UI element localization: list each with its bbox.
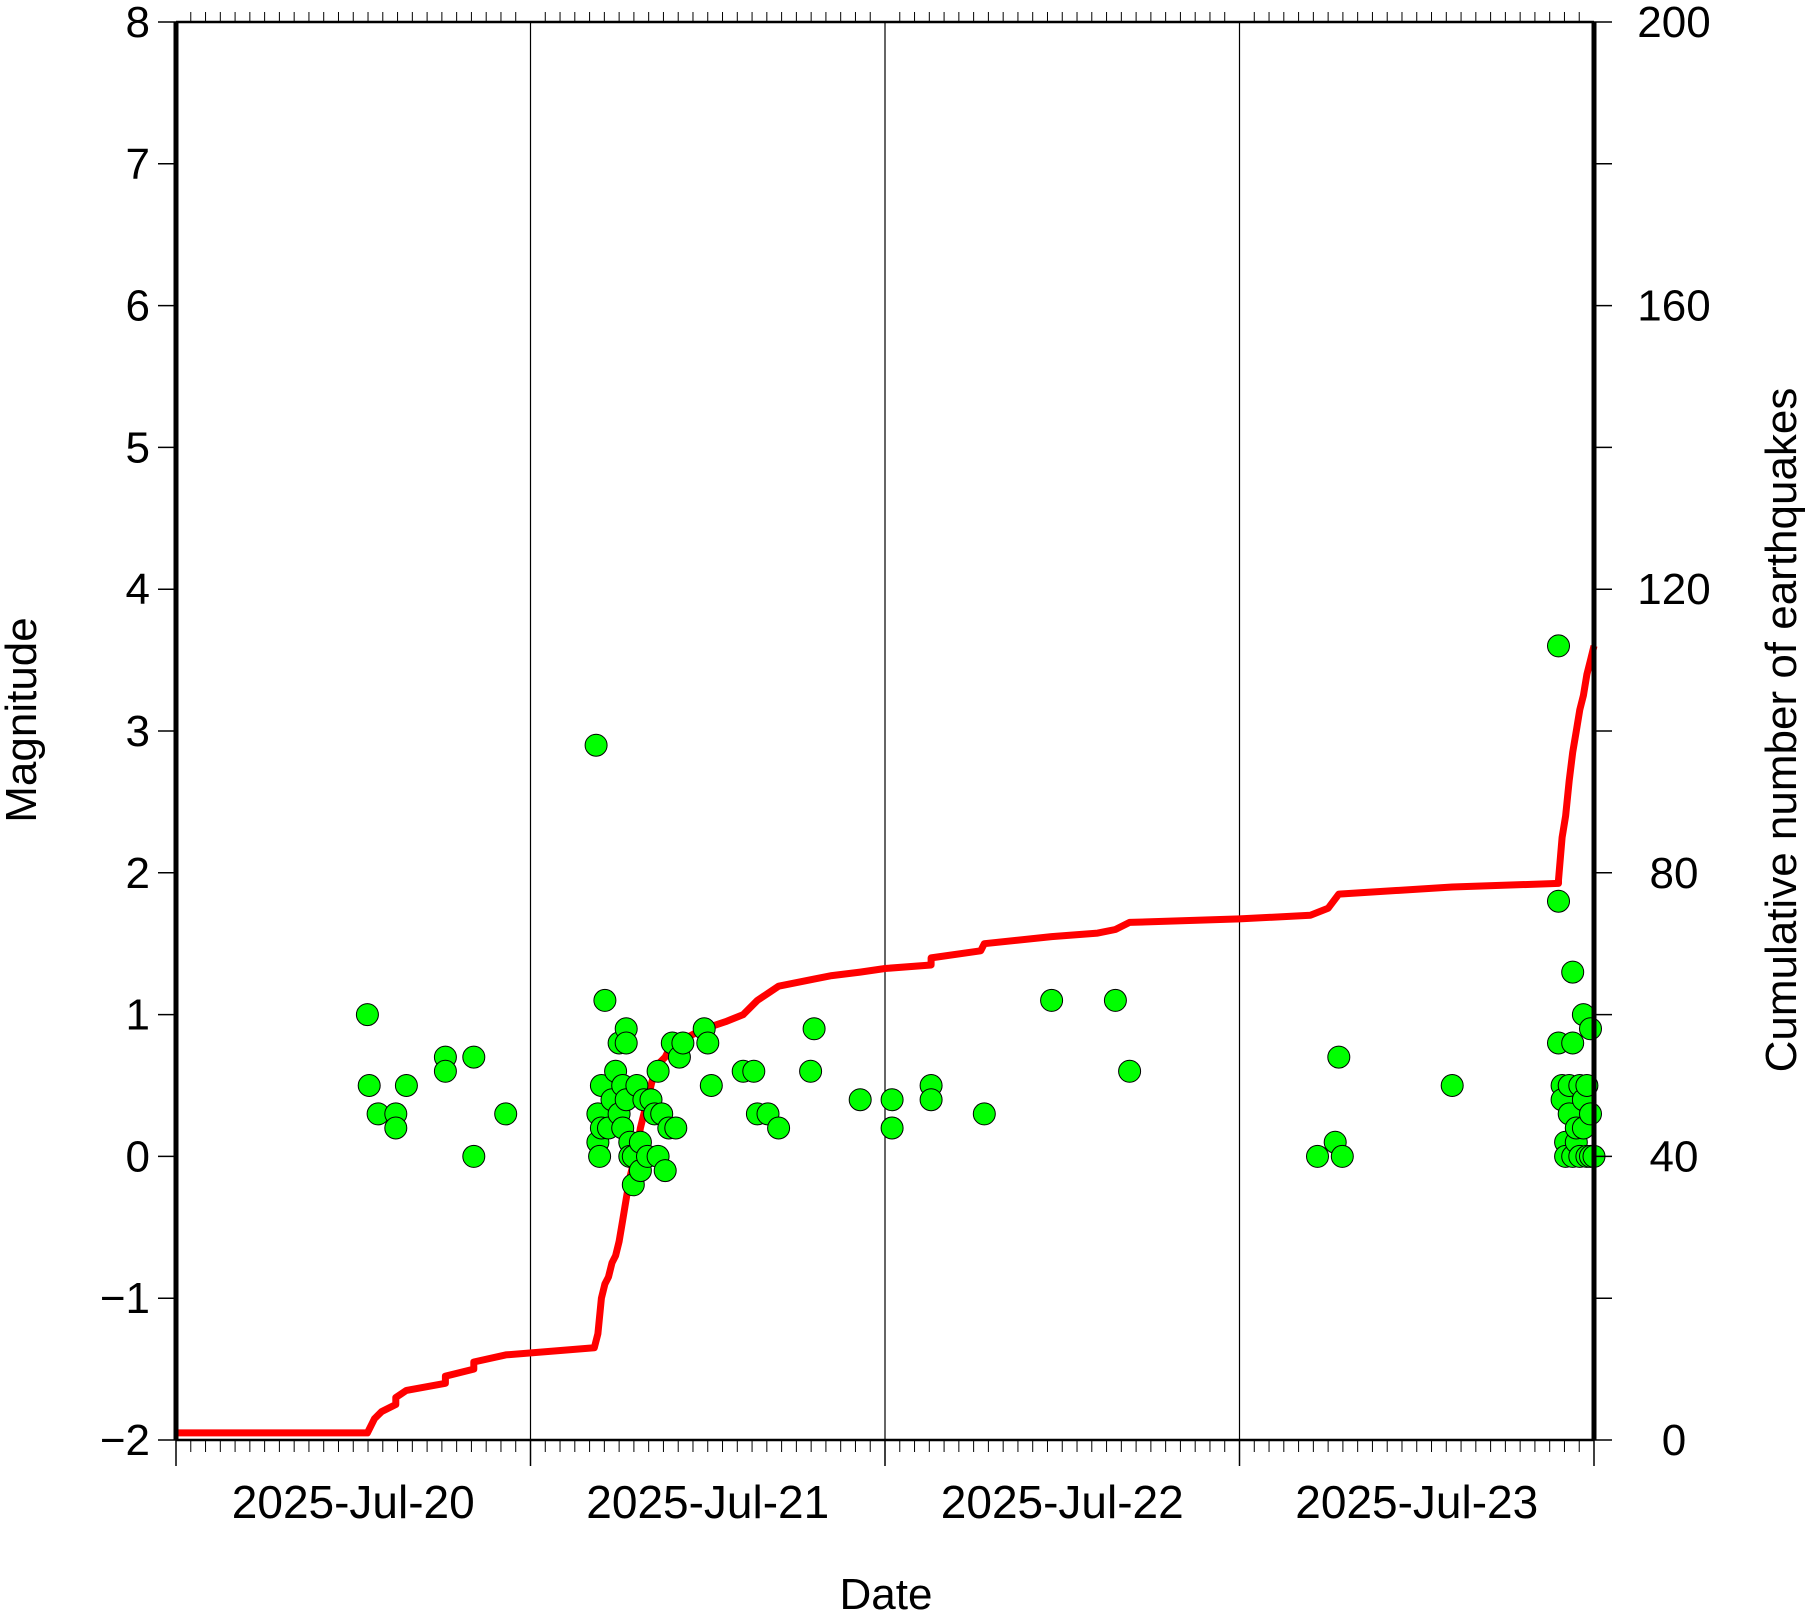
magnitude-point [880,1088,904,1112]
magnitude-point [664,1116,688,1140]
magnitude-point [1547,634,1570,658]
magnitude-point [742,1059,766,1083]
magnitude-point [653,1159,677,1183]
y-tick-label: 3 [126,707,150,756]
magnitude-point [671,1031,695,1055]
y2-tick-label: 40 [1650,1132,1699,1181]
magnitude-point [1561,1031,1585,1055]
right-axis: 0 40 80 120 160 200 [1594,0,1711,1465]
magnitude-point [1040,988,1064,1012]
magnitude-point [767,1116,791,1140]
magnitude-point [646,1059,670,1083]
magnitude-point [384,1116,408,1140]
magnitude-point [1118,1059,1142,1083]
magnitude-point [972,1102,996,1126]
y2-tick-label: 0 [1662,1416,1686,1465]
magnitude-point [1579,1102,1602,1126]
top-axis [190,12,1580,22]
magnitude-point [588,1144,612,1168]
magnitude-point [394,1074,418,1097]
magnitude-point [584,733,608,757]
y-tick-label: 1 [126,991,150,1040]
magnitude-point [433,1059,457,1083]
magnitude-point [1103,988,1127,1012]
magnitude-points-layer [355,634,1606,1197]
grid-lines [529,22,1241,1440]
y-tick-label: 2 [126,849,150,898]
magnitude-point [1561,960,1585,984]
y-tick-label: 4 [126,565,150,614]
magnitude-point [1547,889,1570,913]
y-tick-label: 0 [126,1132,150,1181]
magnitude-point [462,1144,486,1168]
y-tick-label: −1 [100,1274,150,1323]
y2-tick-label: 160 [1637,282,1710,331]
magnitude-point [593,988,617,1012]
x-tick-label: 2025-Jul-21 [586,1476,829,1528]
left-axis: −2 −1 0 1 2 3 4 5 6 7 8 [100,0,176,1465]
magnitude-point [1306,1144,1329,1168]
y2-tick-label: 80 [1650,849,1699,898]
magnitude-point [880,1116,904,1140]
bottom-axis: 2025-Jul-20 2025-Jul-21 2025-Jul-22 2025-Ju… [175,1440,1595,1528]
magnitude-point [614,1031,638,1055]
x-tick-label: 2025-Jul-22 [941,1476,1184,1528]
x-tick-label: 2025-Jul-23 [1295,1476,1538,1528]
magnitude-point [355,1003,379,1027]
magnitude-point [919,1088,943,1112]
y-tick-label: 8 [126,0,150,47]
magnitude-point [699,1074,723,1097]
magnitude-point [799,1059,823,1083]
magnitude-point [1327,1045,1351,1069]
x-tick-label: 2025-Jul-20 [232,1476,475,1528]
y2-tick-label: 120 [1637,565,1710,614]
magnitude-point [1579,1017,1602,1041]
magnitude-point [1440,1074,1464,1097]
magnitude-point [462,1045,486,1069]
y-axis-label: Magnitude [0,617,46,822]
magnitude-point [1330,1144,1354,1168]
y2-tick-label: 200 [1637,0,1710,47]
x-axis-label: Date [840,1570,933,1616]
y-tick-label: 5 [126,423,150,472]
magnitude-point [802,1017,826,1041]
y-tick-label: 7 [126,140,150,189]
magnitude-point [848,1088,872,1112]
y-tick-label: −2 [100,1416,150,1465]
magnitude-point [357,1074,381,1097]
magnitude-point [494,1102,518,1126]
y-tick-label: 6 [126,282,150,331]
magnitude-point [696,1031,720,1055]
y2-axis-label: Cumulative number of earthquakes [1757,388,1806,1073]
